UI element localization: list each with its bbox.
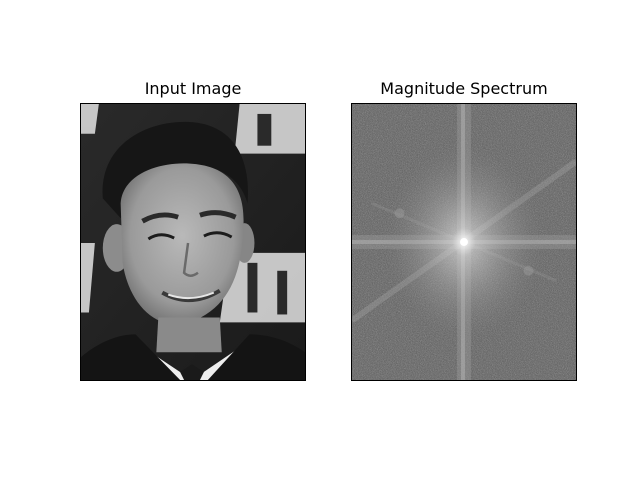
magnitude-spectrum-axes xyxy=(351,103,577,381)
magnitude-spectrum-title: Magnitude Spectrum xyxy=(380,79,548,98)
input-image-axes xyxy=(80,103,306,381)
input-image-panel: Input Image xyxy=(80,78,306,381)
spectrum-image xyxy=(352,104,576,380)
magnitude-spectrum-panel: Magnitude Spectrum xyxy=(351,78,577,381)
input-image-title: Input Image xyxy=(144,79,242,98)
portrait-photo xyxy=(81,104,305,380)
